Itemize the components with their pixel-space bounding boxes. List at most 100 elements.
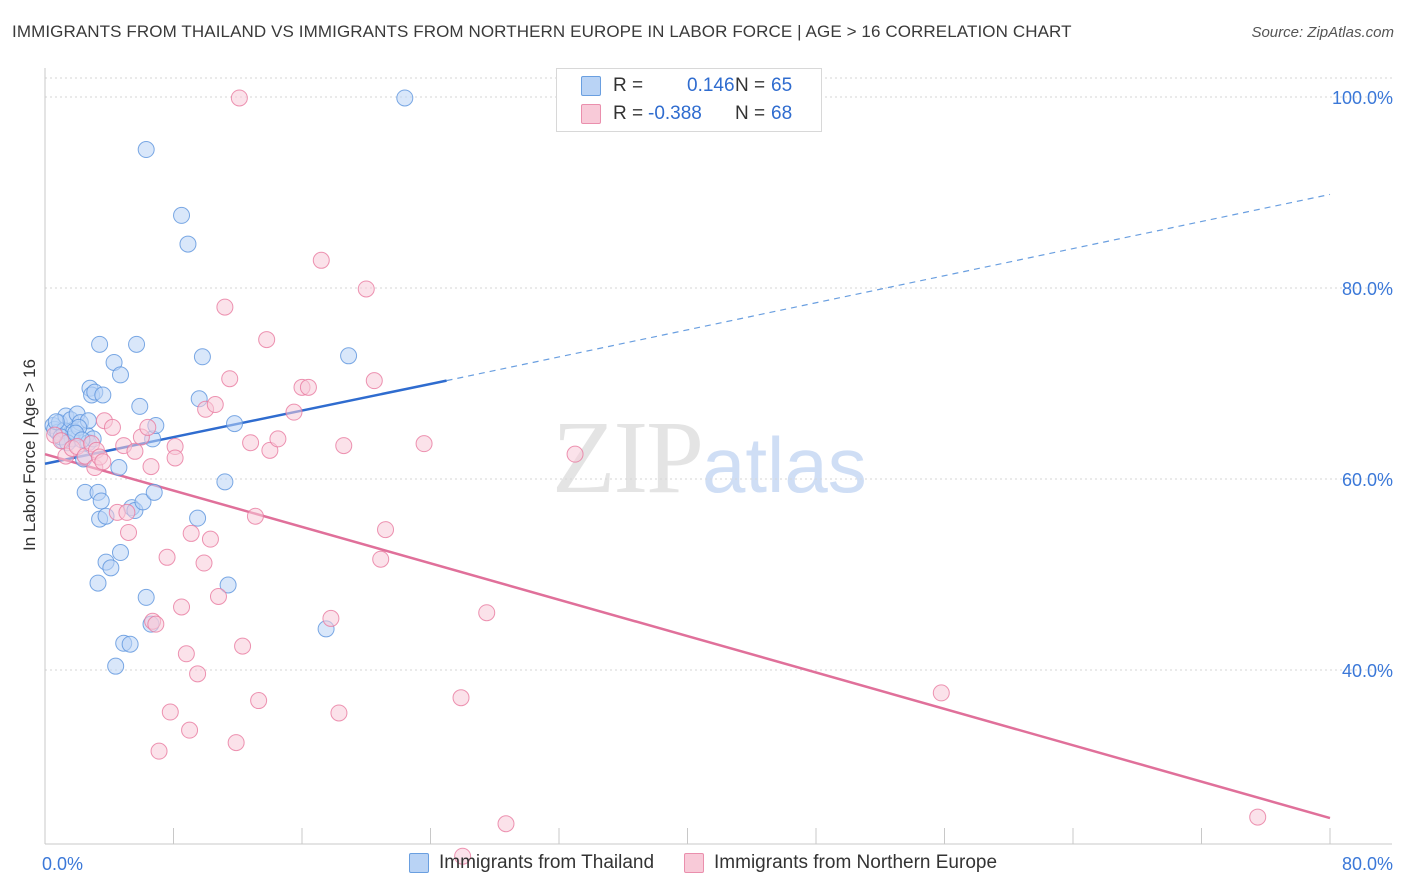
chart-title: IMMIGRANTS FROM THAILAND VS IMMIGRANTS F… — [12, 22, 1072, 41]
axes — [44, 68, 1392, 845]
point-thailand — [137, 141, 155, 159]
point-thailand — [340, 347, 358, 365]
point-thailand — [128, 335, 146, 353]
n-value-northern-europe: 68 — [771, 103, 793, 124]
n-value-thailand: 65 — [771, 75, 793, 96]
y-tick-label: 80.0% — [1342, 279, 1393, 299]
y-tick-label: 60.0% — [1342, 470, 1393, 490]
point-thailand — [189, 509, 207, 527]
point-northern-europe — [126, 442, 144, 460]
point-northern-europe — [452, 689, 470, 707]
point-thailand — [179, 235, 197, 253]
point-northern-europe — [142, 458, 160, 476]
point-thailand — [219, 576, 237, 594]
point-northern-europe — [312, 251, 330, 269]
point-northern-europe — [234, 637, 252, 655]
trend-line-thailand-projection — [446, 193, 1331, 382]
y-axis-label: In Labor Force | Age > 16 — [20, 359, 39, 551]
point-northern-europe — [258, 331, 276, 349]
point-thailand — [107, 657, 125, 675]
legend-item-thailand[interactable]: Immigrants from Thailand — [408, 852, 655, 874]
stats-legend: R = 0.146 N = 65 R = -0.388 N = 68 — [556, 68, 822, 132]
point-thailand — [111, 366, 129, 384]
y-tick-label: 100.0% — [1332, 88, 1393, 108]
thailand-swatch — [581, 76, 601, 96]
trend-line-northern-europe — [44, 452, 1331, 820]
source-label[interactable]: Source: ZipAtlas.com — [1251, 24, 1394, 41]
n-label: N = — [735, 103, 766, 124]
point-northern-europe — [120, 523, 138, 541]
point-northern-europe — [454, 847, 472, 865]
point-northern-europe — [377, 521, 395, 539]
trend-line-thailand — [44, 379, 447, 465]
point-northern-europe — [566, 445, 584, 463]
point-thailand — [110, 459, 128, 477]
tick-labels: 40.0% 60.0% 80.0% 100.0% 0.0% 80.0% — [42, 88, 1393, 874]
point-thailand — [111, 544, 129, 562]
bottom-legend: Immigrants from Thailand Immigrants from… — [0, 852, 1406, 874]
point-northern-europe — [330, 704, 348, 722]
point-thailand — [89, 574, 107, 592]
point-northern-europe — [932, 684, 950, 702]
point-northern-europe — [415, 435, 433, 453]
northern-europe-swatch — [581, 104, 601, 124]
point-northern-europe — [161, 703, 179, 721]
r-value-thailand: 0.146 — [687, 75, 735, 96]
point-northern-europe — [250, 692, 268, 710]
point-thailand — [173, 206, 191, 224]
point-northern-europe — [497, 815, 515, 833]
legend-label-thailand: Immigrants from Thailand — [438, 852, 655, 873]
point-northern-europe — [195, 554, 213, 572]
legend-swatch-thailand — [408, 853, 429, 873]
point-northern-europe — [166, 449, 184, 467]
point-thailand — [91, 335, 109, 353]
point-northern-europe — [365, 372, 383, 390]
point-northern-europe — [118, 503, 136, 521]
point-northern-europe — [246, 507, 264, 525]
point-northern-europe — [357, 280, 375, 298]
point-northern-europe — [322, 609, 340, 627]
n-label: N = — [735, 75, 766, 96]
legend-item-northern-europe[interactable]: Immigrants from Northern Europe — [684, 852, 997, 874]
watermark-atlas: atlas — [702, 421, 867, 509]
y-tick-label: 40.0% — [1342, 661, 1393, 681]
point-thailand — [102, 559, 120, 577]
point-northern-europe — [209, 587, 227, 605]
point-thailand — [396, 89, 414, 107]
x-tick-label: 0.0% — [42, 854, 83, 874]
point-thailand — [216, 473, 234, 491]
legend-label-northern-europe: Immigrants from Northern Europe — [714, 852, 998, 873]
point-northern-europe — [181, 721, 199, 739]
point-northern-europe — [269, 430, 287, 448]
point-northern-europe — [182, 524, 200, 542]
point-thailand — [145, 483, 163, 501]
point-northern-europe — [201, 530, 219, 548]
point-northern-europe — [103, 418, 121, 436]
point-northern-europe — [150, 742, 168, 760]
point-northern-europe — [189, 665, 207, 683]
point-northern-europe — [216, 298, 234, 316]
r-label: R = — [613, 75, 644, 96]
point-northern-europe — [1249, 808, 1267, 826]
point-thailand — [94, 386, 112, 404]
point-northern-europe — [242, 434, 260, 452]
x-tick-label: 80.0% — [1342, 854, 1393, 874]
point-northern-europe — [221, 370, 239, 388]
point-thailand — [131, 397, 149, 415]
data-points — [44, 89, 1267, 865]
trend-lines — [44, 193, 1331, 820]
point-northern-europe — [478, 604, 496, 622]
point-thailand — [137, 588, 155, 606]
r-label: R = — [613, 103, 644, 124]
r-value-northern-europe: -0.388 — [648, 103, 702, 124]
point-northern-europe — [94, 453, 112, 471]
point-thailand — [226, 415, 244, 433]
point-thailand — [121, 635, 139, 653]
point-northern-europe — [372, 550, 390, 568]
point-northern-europe — [230, 89, 248, 107]
point-northern-europe — [285, 403, 303, 421]
point-northern-europe — [177, 645, 195, 663]
point-northern-europe — [158, 548, 176, 566]
point-northern-europe — [206, 396, 224, 414]
